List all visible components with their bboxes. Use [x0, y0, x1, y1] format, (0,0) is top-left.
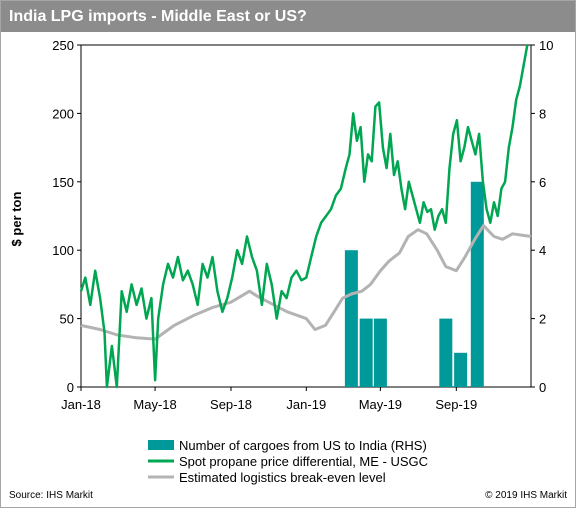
source-note: Source: IHS Markit [9, 490, 93, 501]
y2-tick-label: 6 [539, 175, 546, 190]
legend-label-spread: Spot propane price differential, ME - US… [179, 454, 428, 469]
legend: Number of cargoes from US to India (RHS)… [148, 438, 428, 485]
bar [470, 181, 484, 387]
x-tick-label: May-19 [359, 397, 402, 412]
y2-tick-label: 10 [539, 38, 553, 53]
bar [373, 318, 387, 387]
legend-label-bars: Number of cargoes from US to India (RHS) [179, 438, 427, 453]
legend-label-breakeven: Estimated logistics break-even level [179, 470, 386, 485]
y-tick-label: 100 [52, 243, 74, 258]
x-tick-label: Sep-19 [435, 397, 477, 412]
breakeven-line [80, 224, 532, 341]
y-axis-label: $ per ton [9, 191, 24, 246]
plot-border [80, 44, 532, 388]
y2-tick-label: 2 [539, 312, 546, 327]
x-tick-label: Sep-18 [210, 397, 252, 412]
x-tick-label: May-18 [133, 397, 176, 412]
chart-title: India LPG imports - Middle East or US? [1, 1, 575, 32]
bar [359, 318, 373, 387]
y2-tick-label: 4 [539, 243, 546, 258]
bar [454, 352, 468, 387]
bar [439, 318, 453, 387]
y-tick-label: 150 [52, 175, 74, 190]
legend-swatch-bars [148, 440, 174, 450]
y-tick-label: 0 [67, 380, 74, 395]
y2-tick-label: 8 [539, 106, 546, 121]
y-tick-label: 50 [60, 312, 74, 327]
spread-line [79, 44, 529, 389]
x-tick-label: Jan-19 [286, 397, 326, 412]
copyright-note: © 2019 IHS Markit [485, 490, 567, 501]
x-tick-label: Jan-18 [61, 397, 101, 412]
y-tick-label: 250 [52, 38, 74, 53]
y-tick-label: 200 [52, 106, 74, 121]
plot-area: 0 50 100 150 200 250 0 2 4 6 8 10 Jan-18 May-18 Sep-18… [52, 38, 553, 412]
y2-tick-label: 0 [539, 380, 546, 395]
bar [344, 250, 358, 387]
